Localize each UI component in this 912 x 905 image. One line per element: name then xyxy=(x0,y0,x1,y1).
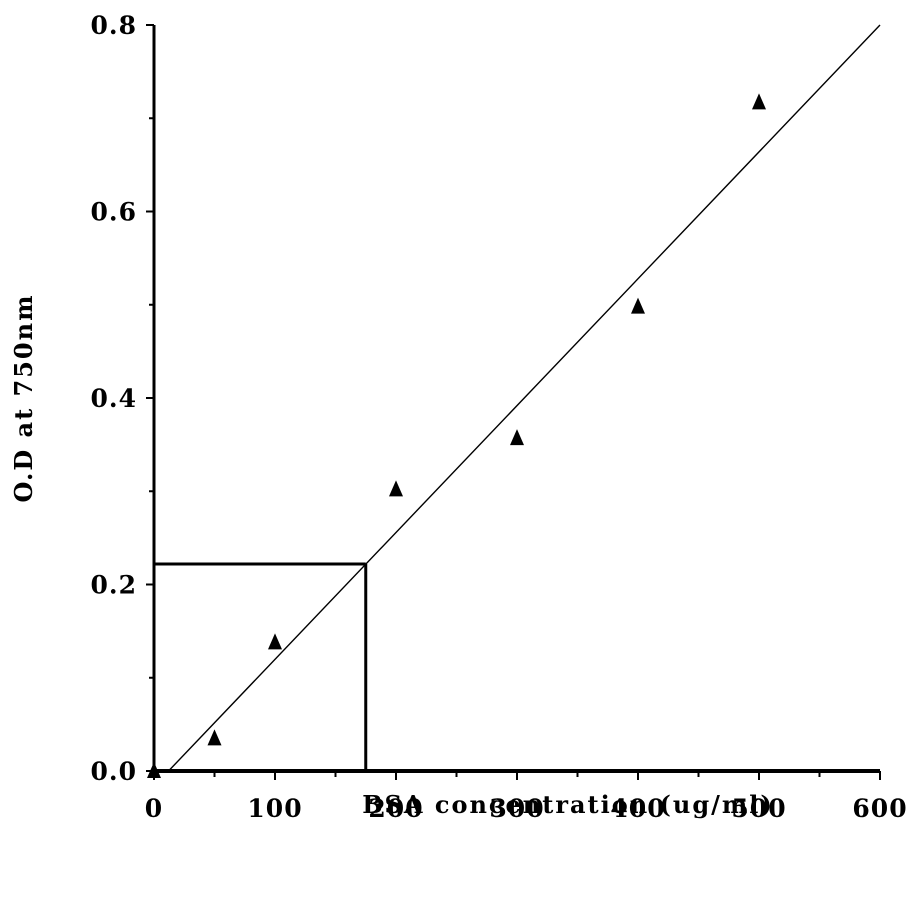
x-tick-label: 100 xyxy=(247,794,302,823)
y-tick-label: 0.0 xyxy=(91,757,138,786)
x-tick-label: 0 xyxy=(145,794,163,823)
data-point-triangle xyxy=(510,429,524,446)
data-point-triangle xyxy=(752,93,766,110)
data-point-triangle xyxy=(389,480,403,497)
data-point-triangle xyxy=(631,297,645,314)
x-axis-title: BSA concentration (ug/ml) xyxy=(362,790,774,819)
x-tick-label: 400 xyxy=(610,794,665,823)
x-tick-label: 600 xyxy=(852,794,907,823)
y-tick-label: 0.4 xyxy=(91,384,138,413)
y-tick-label: 0.2 xyxy=(91,571,138,600)
y-axis-title: O.D at 750nm xyxy=(9,294,38,503)
y-tick-label: 0.8 xyxy=(91,11,138,40)
x-tick-label: 500 xyxy=(731,794,786,823)
data-point-triangle xyxy=(207,729,222,746)
data-point-triangle xyxy=(147,762,161,778)
fit-line xyxy=(168,24,881,772)
data-points xyxy=(147,93,766,778)
readout-lines xyxy=(154,562,368,771)
data-point-triangle xyxy=(268,633,282,650)
fit-line-group xyxy=(168,24,881,772)
y-tick-label: 0.6 xyxy=(91,198,138,227)
x-ticks: 0 100 200 300 400 500 600 xyxy=(145,771,907,823)
y-ticks: 0.0 0.2 0.4 0.6 0.8 xyxy=(91,11,154,786)
plot-area: 0 100 200 300 400 500 600 0.0 0.2 0.4 0.6 0.8 xyxy=(91,11,907,823)
x-tick-label: 300 xyxy=(489,794,544,823)
x-tick-label: 200 xyxy=(368,794,423,823)
